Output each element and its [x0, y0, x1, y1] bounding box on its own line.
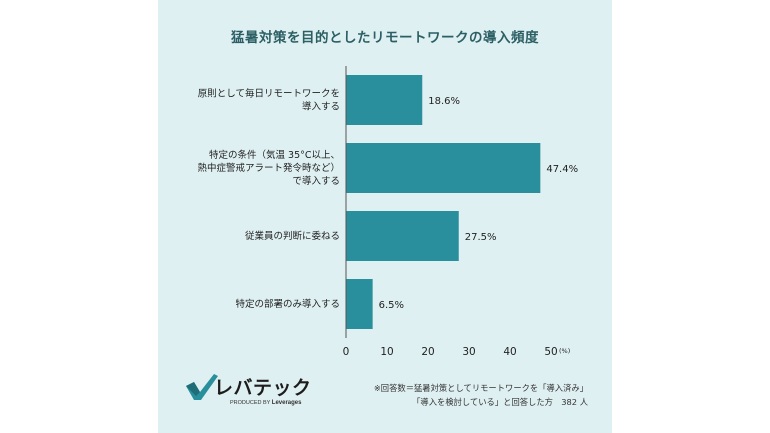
- logo-company-name: Leverages: [271, 400, 302, 406]
- bar-value-label-3: 6.5%: [379, 300, 404, 311]
- logo-brand-text: レバテック: [214, 377, 312, 399]
- category-label-2-0: 従業員の判断に委ねる: [245, 230, 340, 242]
- x-tick-label-3: 30: [462, 346, 475, 358]
- footnote-line-1: ※回答数＝猛暑対策としてリモートワークを「導入済み」: [373, 383, 588, 393]
- x-tick-label-1: 10: [380, 346, 393, 358]
- bar-value-label-0: 18.6%: [428, 96, 460, 107]
- logo-produced-by-label: PRODUCED BY: [230, 400, 271, 406]
- levtech-logo: レバテック PRODUCED BY Leverages: [184, 372, 314, 412]
- category-label-0-1: 導入する: [302, 101, 340, 113]
- category-label-1-0: 特定の条件（気温 35°C以上、: [209, 149, 340, 161]
- x-tick-label-2: 20: [421, 346, 434, 358]
- bar-1: [346, 143, 541, 193]
- bar-0: [346, 75, 423, 125]
- logo-produced-by: PRODUCED BY Leverages: [230, 400, 301, 406]
- footnote: ※回答数＝猛暑対策としてリモートワークを「導入済み」 「導入を検討している」と回…: [374, 381, 588, 409]
- chart-title: 猛暑対策を目的としたリモートワークの導入頻度: [231, 30, 539, 46]
- x-tick-label-5: 50: [544, 346, 557, 358]
- check-logo-icon: [186, 374, 218, 400]
- bar-value-label-1: 47.4%: [546, 164, 578, 175]
- bar-value-label-2: 27.5%: [465, 232, 497, 243]
- bar-2: [346, 211, 459, 261]
- x-tick-label-4: 40: [503, 346, 516, 358]
- chart-panel: 猛暑対策を目的としたリモートワークの導入頻度 18.6% 原則として毎日リモートワ…: [158, 0, 612, 433]
- category-label-3-0: 特定の部署のみ導入する: [235, 298, 340, 310]
- x-tick-label-0: 0: [343, 346, 350, 358]
- bar-3: [346, 279, 373, 329]
- category-label-1-1: 熱中症警戒アラート発令時など）: [197, 162, 340, 174]
- category-label-0-0: 原則として毎日リモートワークを: [198, 88, 340, 100]
- category-label-1-2: で導入する: [292, 175, 340, 187]
- x-axis-unit-label: (%): [559, 347, 570, 355]
- footnote-line-2: 「導入を検討している」と回答した方 382 人: [412, 397, 588, 407]
